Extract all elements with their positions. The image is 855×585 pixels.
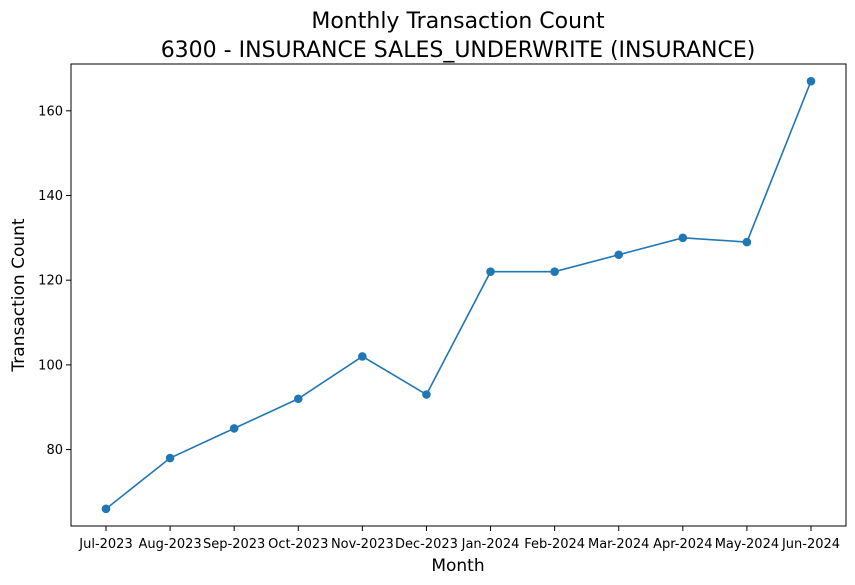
x-tick-label: Nov-2023	[331, 537, 394, 552]
x-axis-label: Month	[431, 556, 484, 576]
x-tick-label: Dec-2023	[395, 537, 458, 552]
y-tick-label: 80	[46, 443, 63, 458]
x-tick-label: Jan-2024	[461, 537, 520, 552]
data-point	[293, 394, 303, 404]
x-tick-label: Aug-2023	[139, 537, 202, 552]
data-point	[422, 390, 431, 399]
x-tick-label: Mar-2024	[588, 537, 649, 552]
x-tick-label: Feb-2024	[524, 537, 585, 552]
data-point	[806, 76, 816, 86]
y-tick-label: 140	[38, 189, 63, 204]
data-point	[678, 233, 688, 243]
x-tick-label: Jun-2024	[781, 537, 840, 552]
data-point	[229, 424, 239, 433]
y-tick-label: 160	[38, 104, 63, 119]
data-point	[101, 504, 111, 514]
y-tick-label: 120	[38, 274, 63, 289]
x-tick-label: Jul-2023	[78, 537, 132, 552]
data-point	[358, 352, 367, 361]
x-tick-label: May-2024	[715, 537, 779, 552]
data-point	[614, 250, 624, 260]
plot-area	[70, 63, 847, 527]
x-tick-label: Sep-2023	[203, 537, 265, 552]
x-tick-label: Oct-2023	[268, 537, 328, 552]
x-tick-label: Apr-2024	[653, 537, 712, 552]
chart-subtitle: 6300 - INSURANCE SALES_UNDERWRITE (INSUR…	[161, 38, 756, 63]
y-tick-label: 100	[38, 358, 63, 373]
series-line	[105, 80, 812, 510]
series-layer	[101, 76, 816, 514]
data-point	[550, 267, 559, 277]
data-point	[165, 453, 175, 463]
data-point	[486, 267, 495, 277]
y-axis-label: Transaction Count	[9, 218, 29, 372]
data-point	[742, 237, 752, 247]
chart-title: Monthly Transaction Count	[311, 9, 605, 34]
y-axis: 80 100 120 140 160	[38, 104, 71, 458]
x-axis: Jul-2023 Aug-2023 Sep-2023 Oct-2023 Nov-2023…	[78, 526, 840, 552]
